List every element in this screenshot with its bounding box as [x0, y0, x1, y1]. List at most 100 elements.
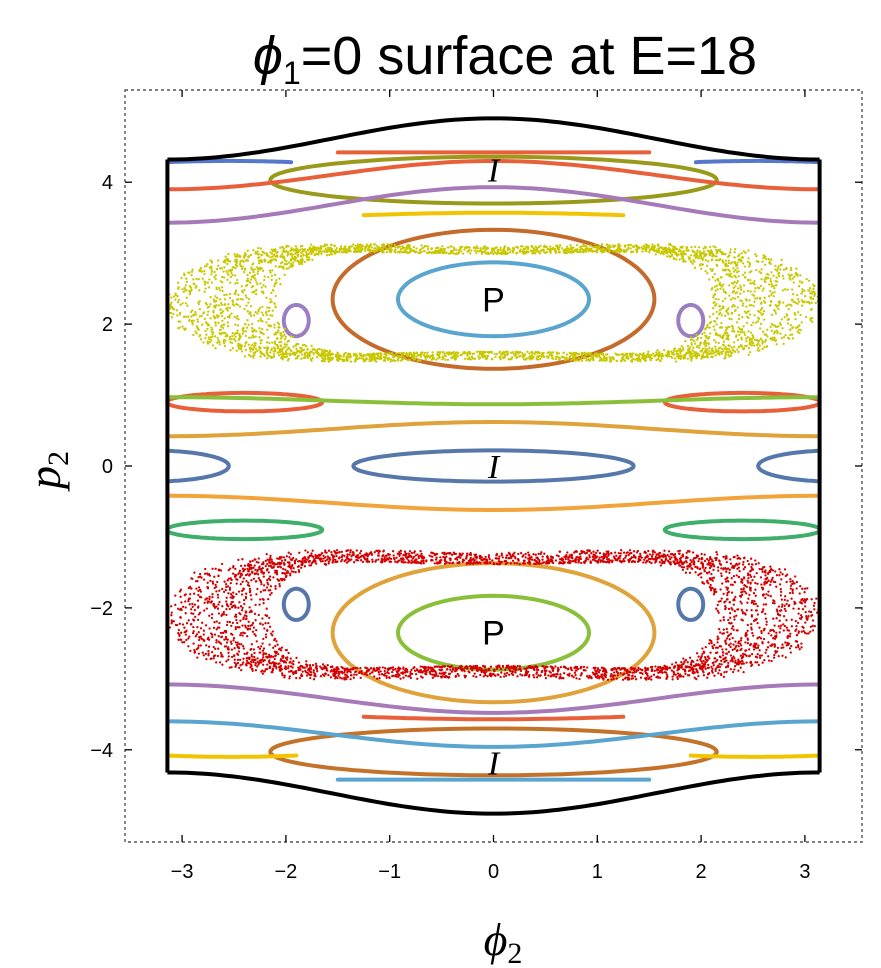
chaos-point [521, 355, 524, 359]
chaos-point [779, 332, 782, 335]
chaos-point [718, 304, 721, 307]
chaos-point [413, 352, 416, 355]
chaos-point [715, 317, 719, 320]
chaos-point [373, 353, 376, 356]
chaos-point [687, 351, 690, 355]
chaos-point [272, 353, 276, 356]
orbit-curve-3 [330, 561, 657, 705]
chaos-point [274, 259, 277, 262]
chaos-point [729, 298, 733, 301]
chaos-point [413, 669, 417, 672]
chaos-point [679, 556, 683, 559]
chaos-point [615, 359, 619, 362]
chaos-point [568, 250, 571, 254]
chaos-point [323, 250, 326, 253]
chaos-point [704, 344, 707, 348]
chaos-point [359, 250, 363, 254]
chaos-point [609, 356, 612, 360]
chaos-point [476, 247, 479, 250]
chaos-point [308, 246, 312, 249]
chaos-point [361, 247, 364, 251]
chaos-point [720, 659, 723, 663]
chaos-point [538, 354, 541, 358]
chaos-point [299, 248, 302, 251]
chaos-point [217, 304, 221, 307]
chaos-point [760, 301, 763, 304]
chaos-point [245, 326, 249, 329]
chaos-point [368, 358, 371, 361]
chaos-point [209, 657, 212, 661]
chaos-point [752, 304, 755, 308]
chaos-point [187, 271, 190, 274]
chaos-point [422, 250, 426, 253]
chaos-point [690, 246, 693, 249]
chaos-point [693, 339, 696, 343]
chaos-point [423, 245, 427, 248]
chaos-point [370, 353, 373, 356]
chaos-point [588, 244, 592, 247]
chaos-point [253, 655, 256, 659]
chaos-point [779, 264, 782, 267]
chaos-point [684, 571, 688, 574]
chaos-point [257, 246, 260, 250]
chaos-point [273, 273, 277, 277]
chaos-point [629, 247, 632, 250]
chaos-point [206, 324, 210, 327]
chaos-point [271, 255, 274, 258]
chaos-point [469, 252, 472, 255]
chaos-point [718, 353, 721, 356]
chaos-point [198, 335, 201, 338]
chaos-point [401, 247, 405, 250]
chaos-point [770, 293, 773, 296]
chaos-point [752, 294, 756, 297]
chaos-point [325, 350, 328, 353]
chaos-point [243, 251, 247, 255]
chaos-point [733, 275, 737, 278]
chaos-point [524, 358, 527, 361]
chaos-point [481, 247, 485, 250]
chaos-point [257, 557, 260, 560]
chaos-point [641, 247, 644, 251]
chaos-point [508, 248, 512, 251]
chaos-point [234, 292, 237, 296]
chaos-point [438, 672, 441, 675]
chaos-point [690, 260, 693, 264]
chaos-point [727, 325, 730, 329]
chaos-point [457, 249, 461, 252]
chaos-point [273, 333, 276, 336]
chaos-point [210, 266, 213, 269]
chaos-point [742, 284, 746, 287]
chaos-point [732, 348, 735, 352]
chaos-point [430, 358, 433, 361]
chaos-point [333, 549, 336, 553]
chaos-point [316, 670, 319, 673]
chaos-point [308, 351, 311, 355]
chaos-point [270, 348, 273, 352]
chaos-point [482, 675, 485, 678]
chaos-point [452, 350, 456, 354]
chaos-point [275, 569, 279, 573]
chaos-point [707, 250, 710, 253]
chaos-point [748, 299, 751, 302]
chaos-point [280, 266, 283, 269]
chaos-point [727, 259, 730, 262]
chaos-point [768, 283, 771, 286]
chaos-point [794, 326, 798, 330]
chaos-point [273, 342, 277, 345]
chaos-point [537, 350, 540, 354]
chaos-point [775, 276, 778, 279]
chaos-point [753, 642, 756, 645]
chaos-point [527, 247, 530, 251]
chaos-point [597, 671, 601, 674]
chaos-point [221, 289, 224, 293]
chaos-point [340, 665, 343, 669]
chaos-point [652, 249, 655, 252]
chaos-point [230, 578, 233, 582]
chaos-point [570, 553, 573, 556]
chaos-point [336, 357, 339, 360]
chaos-point [431, 353, 435, 357]
chaos-point [764, 263, 767, 266]
chaos-point [656, 243, 660, 246]
chaos-point [778, 619, 781, 622]
chaos-point [732, 267, 735, 270]
